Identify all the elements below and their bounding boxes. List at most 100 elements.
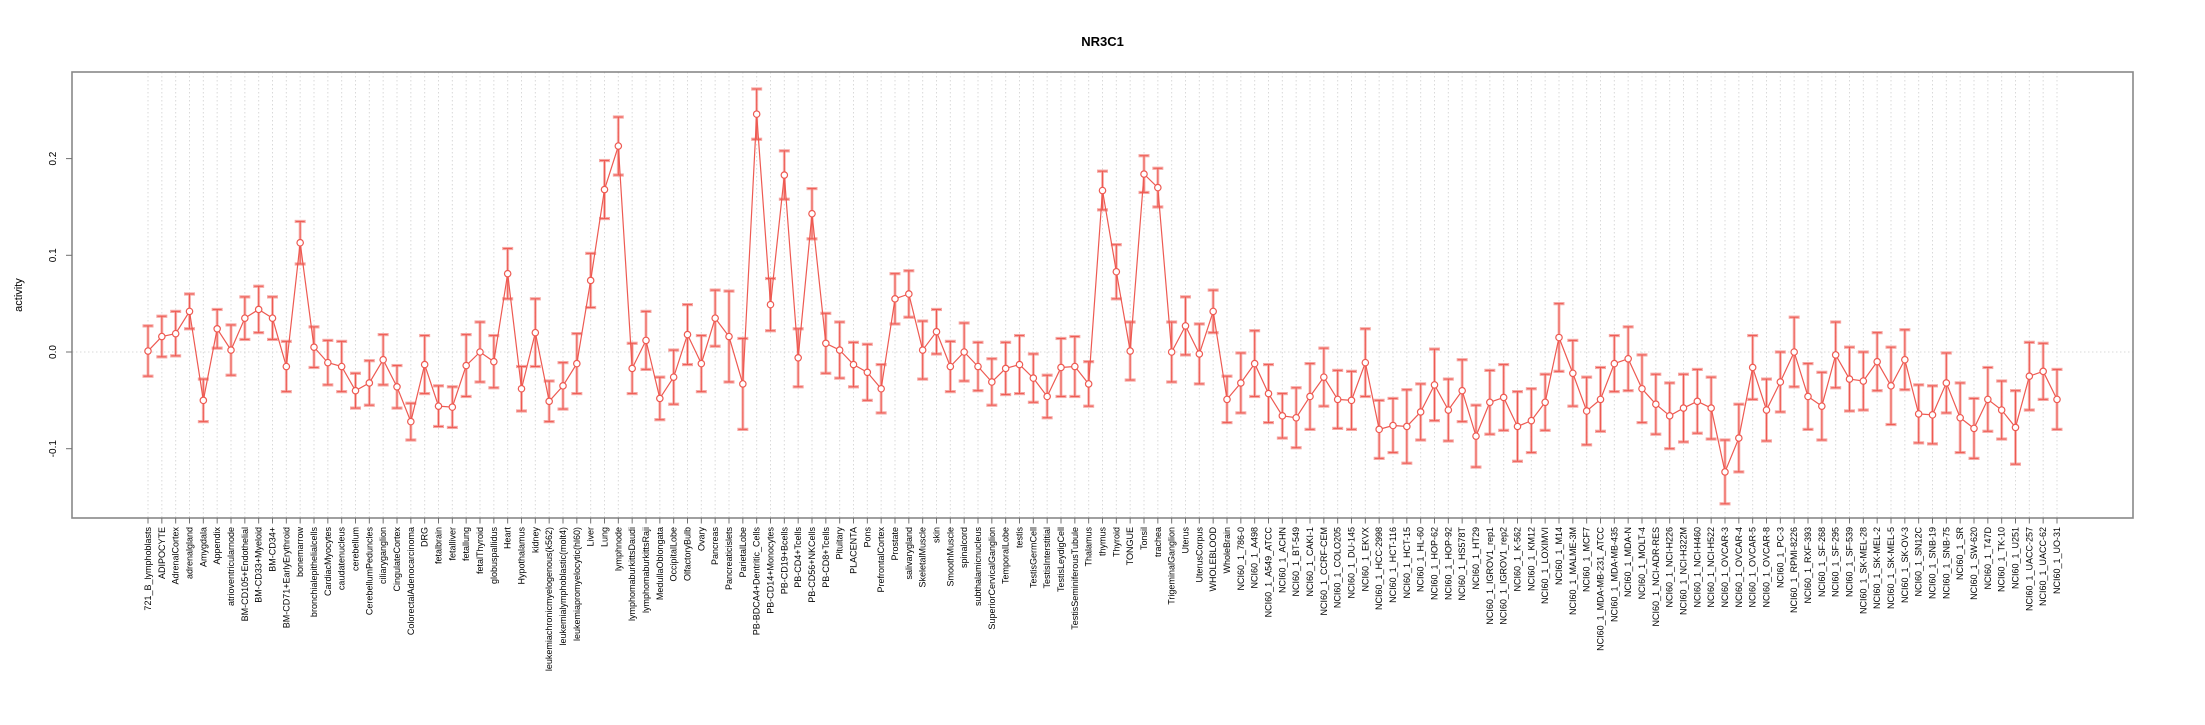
svg-text:NCI60_1_EKVX: NCI60_1_EKVX [1360, 527, 1370, 592]
svg-text:ciliaryganglion: ciliaryganglion [378, 527, 388, 584]
svg-text:NCI60_1_MOLT-4: NCI60_1_MOLT-4 [1637, 527, 1647, 599]
svg-text:NCI60_1_TK-10: NCI60_1_TK-10 [1997, 527, 2007, 592]
svg-text:NCI60_1_SNB-75: NCI60_1_SNB-75 [1941, 527, 1951, 599]
svg-text:TemporalLobe: TemporalLobe [1001, 527, 1011, 584]
svg-text:PB-CD56+NKCells: PB-CD56+NKCells [807, 527, 817, 603]
x-axis-labels: 721_B_lymphoblasts ADIPOCYTE AdrenalCortex… [143, 527, 2062, 672]
svg-text:SuperiorCervicalGanglion: SuperiorCervicalGanglion [987, 527, 997, 630]
svg-text:NCI60_1_SR: NCI60_1_SR [1955, 527, 1965, 581]
svg-text:ADIPOCYTE: ADIPOCYTE [157, 527, 167, 579]
gridlines [72, 72, 2133, 518]
svg-text:0.0: 0.0 [48, 345, 59, 359]
svg-text:lymphomaburkittsRaji: lymphomaburkittsRaji [641, 527, 651, 613]
svg-text:NCI60_1_CCRF-CEM: NCI60_1_CCRF-CEM [1319, 527, 1329, 616]
svg-text:PB-CD8+Tcells: PB-CD8+Tcells [821, 527, 831, 588]
svg-text:UterusCorpus: UterusCorpus [1194, 527, 1204, 583]
svg-text:NCI60_1_DU-145: NCI60_1_DU-145 [1347, 527, 1357, 599]
svg-text:ParietalLobe: ParietalLobe [738, 527, 748, 578]
svg-text:fetallung: fetallung [461, 527, 471, 561]
svg-text:NCI60_1_KM12: NCI60_1_KM12 [1526, 527, 1536, 591]
svg-text:salivarygland: salivarygland [904, 527, 914, 580]
svg-text:NCI60_1_CAKI-1: NCI60_1_CAKI-1 [1305, 527, 1315, 597]
svg-text:-0.1: -0.1 [48, 440, 59, 458]
svg-text:ColorectalAdenocarcinoma: ColorectalAdenocarcinoma [406, 527, 416, 635]
svg-text:OlfactoryBulb: OlfactoryBulb [683, 527, 693, 581]
svg-text:NCI60_1_SNB-19: NCI60_1_SNB-19 [1928, 527, 1938, 599]
svg-text:NCI60_1_BT-549: NCI60_1_BT-549 [1291, 527, 1301, 597]
svg-text:NCI60_1_HT29: NCI60_1_HT29 [1471, 527, 1481, 590]
svg-text:PB-CD4+Tcells: PB-CD4+Tcells [793, 527, 803, 588]
svg-text:NCI60_1_COLO205: NCI60_1_COLO205 [1333, 527, 1343, 608]
svg-text:NCI60_1_RPMI-8226: NCI60_1_RPMI-8226 [1789, 527, 1799, 613]
svg-text:atrioventricularnode: atrioventricularnode [226, 527, 236, 606]
svg-text:NCI60_1_SK-MEL-5: NCI60_1_SK-MEL-5 [1886, 527, 1896, 609]
svg-text:Pons: Pons [862, 527, 872, 548]
plot-border [71, 71, 2134, 519]
svg-text:NCI60_1_A549_ATCC: NCI60_1_A549_ATCC [1264, 527, 1274, 618]
svg-text:kidney: kidney [530, 527, 540, 554]
svg-text:NCI60_1_SK-OV-3: NCI60_1_SK-OV-3 [1900, 527, 1910, 603]
svg-text:PB-CD19+Bcells: PB-CD19+Bcells [779, 527, 789, 595]
svg-text:TONGUE: TONGUE [1125, 527, 1135, 565]
svg-text:NCI60_1_MALME-3M: NCI60_1_MALME-3M [1568, 527, 1578, 615]
svg-text:NCI60_1_SF-295: NCI60_1_SF-295 [1831, 527, 1841, 597]
svg-text:Prostate: Prostate [890, 527, 900, 561]
svg-text:TestisGermCell: TestisGermCell [1028, 527, 1038, 588]
svg-text:0.1: 0.1 [48, 248, 59, 262]
svg-text:AdrenalCortex: AdrenalCortex [171, 527, 181, 585]
chart-title: NR3C1 [1081, 34, 1124, 49]
svg-text:NCI60_1_IGROV1_rep1: NCI60_1_IGROV1_rep1 [1485, 527, 1495, 625]
svg-text:NCI60_1_HS578T: NCI60_1_HS578T [1457, 527, 1467, 601]
svg-text:spinalcord: spinalcord [959, 527, 969, 568]
svg-text:PrefrontalCortex: PrefrontalCortex [876, 527, 886, 593]
svg-text:721_B_lymphoblasts: 721_B_lymphoblasts [143, 527, 153, 611]
svg-text:NCI60_1_T47D: NCI60_1_T47D [1983, 527, 1993, 590]
svg-text:NCI60_1_SW-620: NCI60_1_SW-620 [1969, 527, 1979, 600]
svg-text:NCI60_1_SF-539: NCI60_1_SF-539 [1845, 527, 1855, 597]
svg-text:NCI60_1_HOP-92: NCI60_1_HOP-92 [1443, 527, 1453, 600]
svg-text:0.2: 0.2 [48, 151, 59, 165]
svg-text:leukemialymphoblastic(molt4): leukemialymphoblastic(molt4) [558, 527, 568, 646]
y-axis-tick-labels: -0.1 0.0 0.1 0.2 [48, 151, 59, 457]
svg-text:WholeBrain: WholeBrain [1222, 527, 1232, 574]
svg-text:NCI60_1_NCI-ADR-RES: NCI60_1_NCI-ADR-RES [1651, 527, 1661, 627]
svg-text:BM-CD34+: BM-CD34+ [268, 527, 278, 572]
svg-text:lymphomaburkittsDaudi: lymphomaburkittsDaudi [627, 527, 637, 621]
svg-text:TestisLeydigCell: TestisLeydigCell [1056, 527, 1066, 592]
svg-text:NCI60_1_SK-MEL-2: NCI60_1_SK-MEL-2 [1872, 527, 1882, 609]
svg-text:leukemiachronicmyelogenous(k56: leukemiachronicmyelogenous(k562) [544, 527, 554, 671]
svg-text:BM-CD71+EarlyErythroid: BM-CD71+EarlyErythroid [281, 527, 291, 628]
svg-text:caudatenucleus: caudatenucleus [337, 527, 347, 591]
svg-text:Uterus: Uterus [1181, 527, 1191, 554]
svg-text:NCI60_1_SN12C: NCI60_1_SN12C [1914, 527, 1924, 597]
svg-text:PLACENTA: PLACENTA [849, 527, 859, 574]
svg-text:bronchialepithelialcells: bronchialepithelialcells [309, 527, 319, 618]
svg-text:NCI60_1_MDA-N: NCI60_1_MDA-N [1623, 527, 1633, 597]
svg-text:PB-BDCA4+Dentritic_Cells: PB-BDCA4+Dentritic_Cells [752, 527, 762, 636]
svg-text:Tonsil: Tonsil [1139, 527, 1149, 550]
svg-text:NCI60_1_SK-MEL-28: NCI60_1_SK-MEL-28 [1858, 527, 1868, 614]
data-points [144, 110, 2061, 476]
svg-text:NCI60_1_SF-268: NCI60_1_SF-268 [1817, 527, 1827, 597]
svg-text:Pancreaticislets: Pancreaticislets [724, 527, 734, 591]
svg-text:WHOLEBLOOD: WHOLEBLOOD [1208, 527, 1218, 592]
svg-text:cerebellum: cerebellum [351, 527, 361, 571]
svg-text:NCI60_1_OVCAR-4: NCI60_1_OVCAR-4 [1734, 527, 1744, 608]
svg-text:TrigeminalGanglion: TrigeminalGanglion [1167, 527, 1177, 605]
svg-text:bonemarrow: bonemarrow [295, 527, 305, 578]
svg-text:Appendix: Appendix [212, 527, 222, 565]
svg-text:thymus: thymus [1098, 527, 1108, 557]
svg-text:NCI60_1_PC-3: NCI60_1_PC-3 [1775, 527, 1785, 588]
svg-text:SmoothMuscle: SmoothMuscle [945, 527, 955, 587]
svg-text:NCI60_1_U251: NCI60_1_U251 [2011, 527, 2021, 589]
svg-text:globuspallidus: globuspallidus [489, 527, 499, 585]
svg-text:NCI60_1_NCI-H522: NCI60_1_NCI-H522 [1706, 527, 1716, 608]
svg-text:NCI60_1_UO-31: NCI60_1_UO-31 [2052, 527, 2062, 594]
svg-text:DRG: DRG [420, 527, 430, 547]
svg-text:Liver: Liver [586, 527, 596, 547]
svg-text:NCI60_1_HL-60: NCI60_1_HL-60 [1416, 527, 1426, 592]
svg-text:fetalThyroid: fetalThyroid [475, 527, 485, 574]
svg-text:NCI60_1_NCI-H322M: NCI60_1_NCI-H322M [1679, 527, 1689, 615]
svg-text:TestisSeminiferousTubule: TestisSeminiferousTubule [1070, 527, 1080, 630]
